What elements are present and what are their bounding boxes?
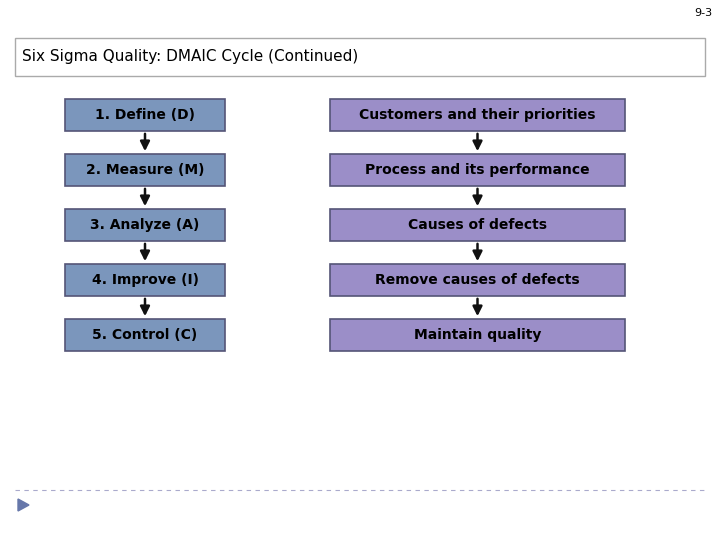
Text: 5. Control (C): 5. Control (C) bbox=[92, 328, 197, 342]
Text: Maintain quality: Maintain quality bbox=[414, 328, 541, 342]
Text: 9-3: 9-3 bbox=[694, 8, 712, 18]
FancyBboxPatch shape bbox=[65, 319, 225, 351]
Text: Six Sigma Quality: DMAIC Cycle (Continued): Six Sigma Quality: DMAIC Cycle (Continue… bbox=[22, 50, 359, 64]
FancyBboxPatch shape bbox=[65, 264, 225, 296]
Text: Process and its performance: Process and its performance bbox=[365, 163, 590, 177]
FancyBboxPatch shape bbox=[330, 209, 625, 241]
FancyBboxPatch shape bbox=[330, 264, 625, 296]
Text: Causes of defects: Causes of defects bbox=[408, 218, 547, 232]
FancyBboxPatch shape bbox=[65, 209, 225, 241]
FancyBboxPatch shape bbox=[330, 99, 625, 131]
FancyBboxPatch shape bbox=[65, 99, 225, 131]
FancyBboxPatch shape bbox=[65, 154, 225, 186]
Text: 3. Analyze (A): 3. Analyze (A) bbox=[90, 218, 199, 232]
Polygon shape bbox=[18, 499, 29, 511]
Text: 2. Measure (M): 2. Measure (M) bbox=[86, 163, 204, 177]
Text: 4. Improve (I): 4. Improve (I) bbox=[91, 273, 199, 287]
FancyBboxPatch shape bbox=[330, 154, 625, 186]
Text: 1. Define (D): 1. Define (D) bbox=[95, 108, 195, 122]
Text: Customers and their priorities: Customers and their priorities bbox=[359, 108, 595, 122]
FancyBboxPatch shape bbox=[330, 319, 625, 351]
Text: Remove causes of defects: Remove causes of defects bbox=[375, 273, 580, 287]
FancyBboxPatch shape bbox=[15, 38, 705, 76]
